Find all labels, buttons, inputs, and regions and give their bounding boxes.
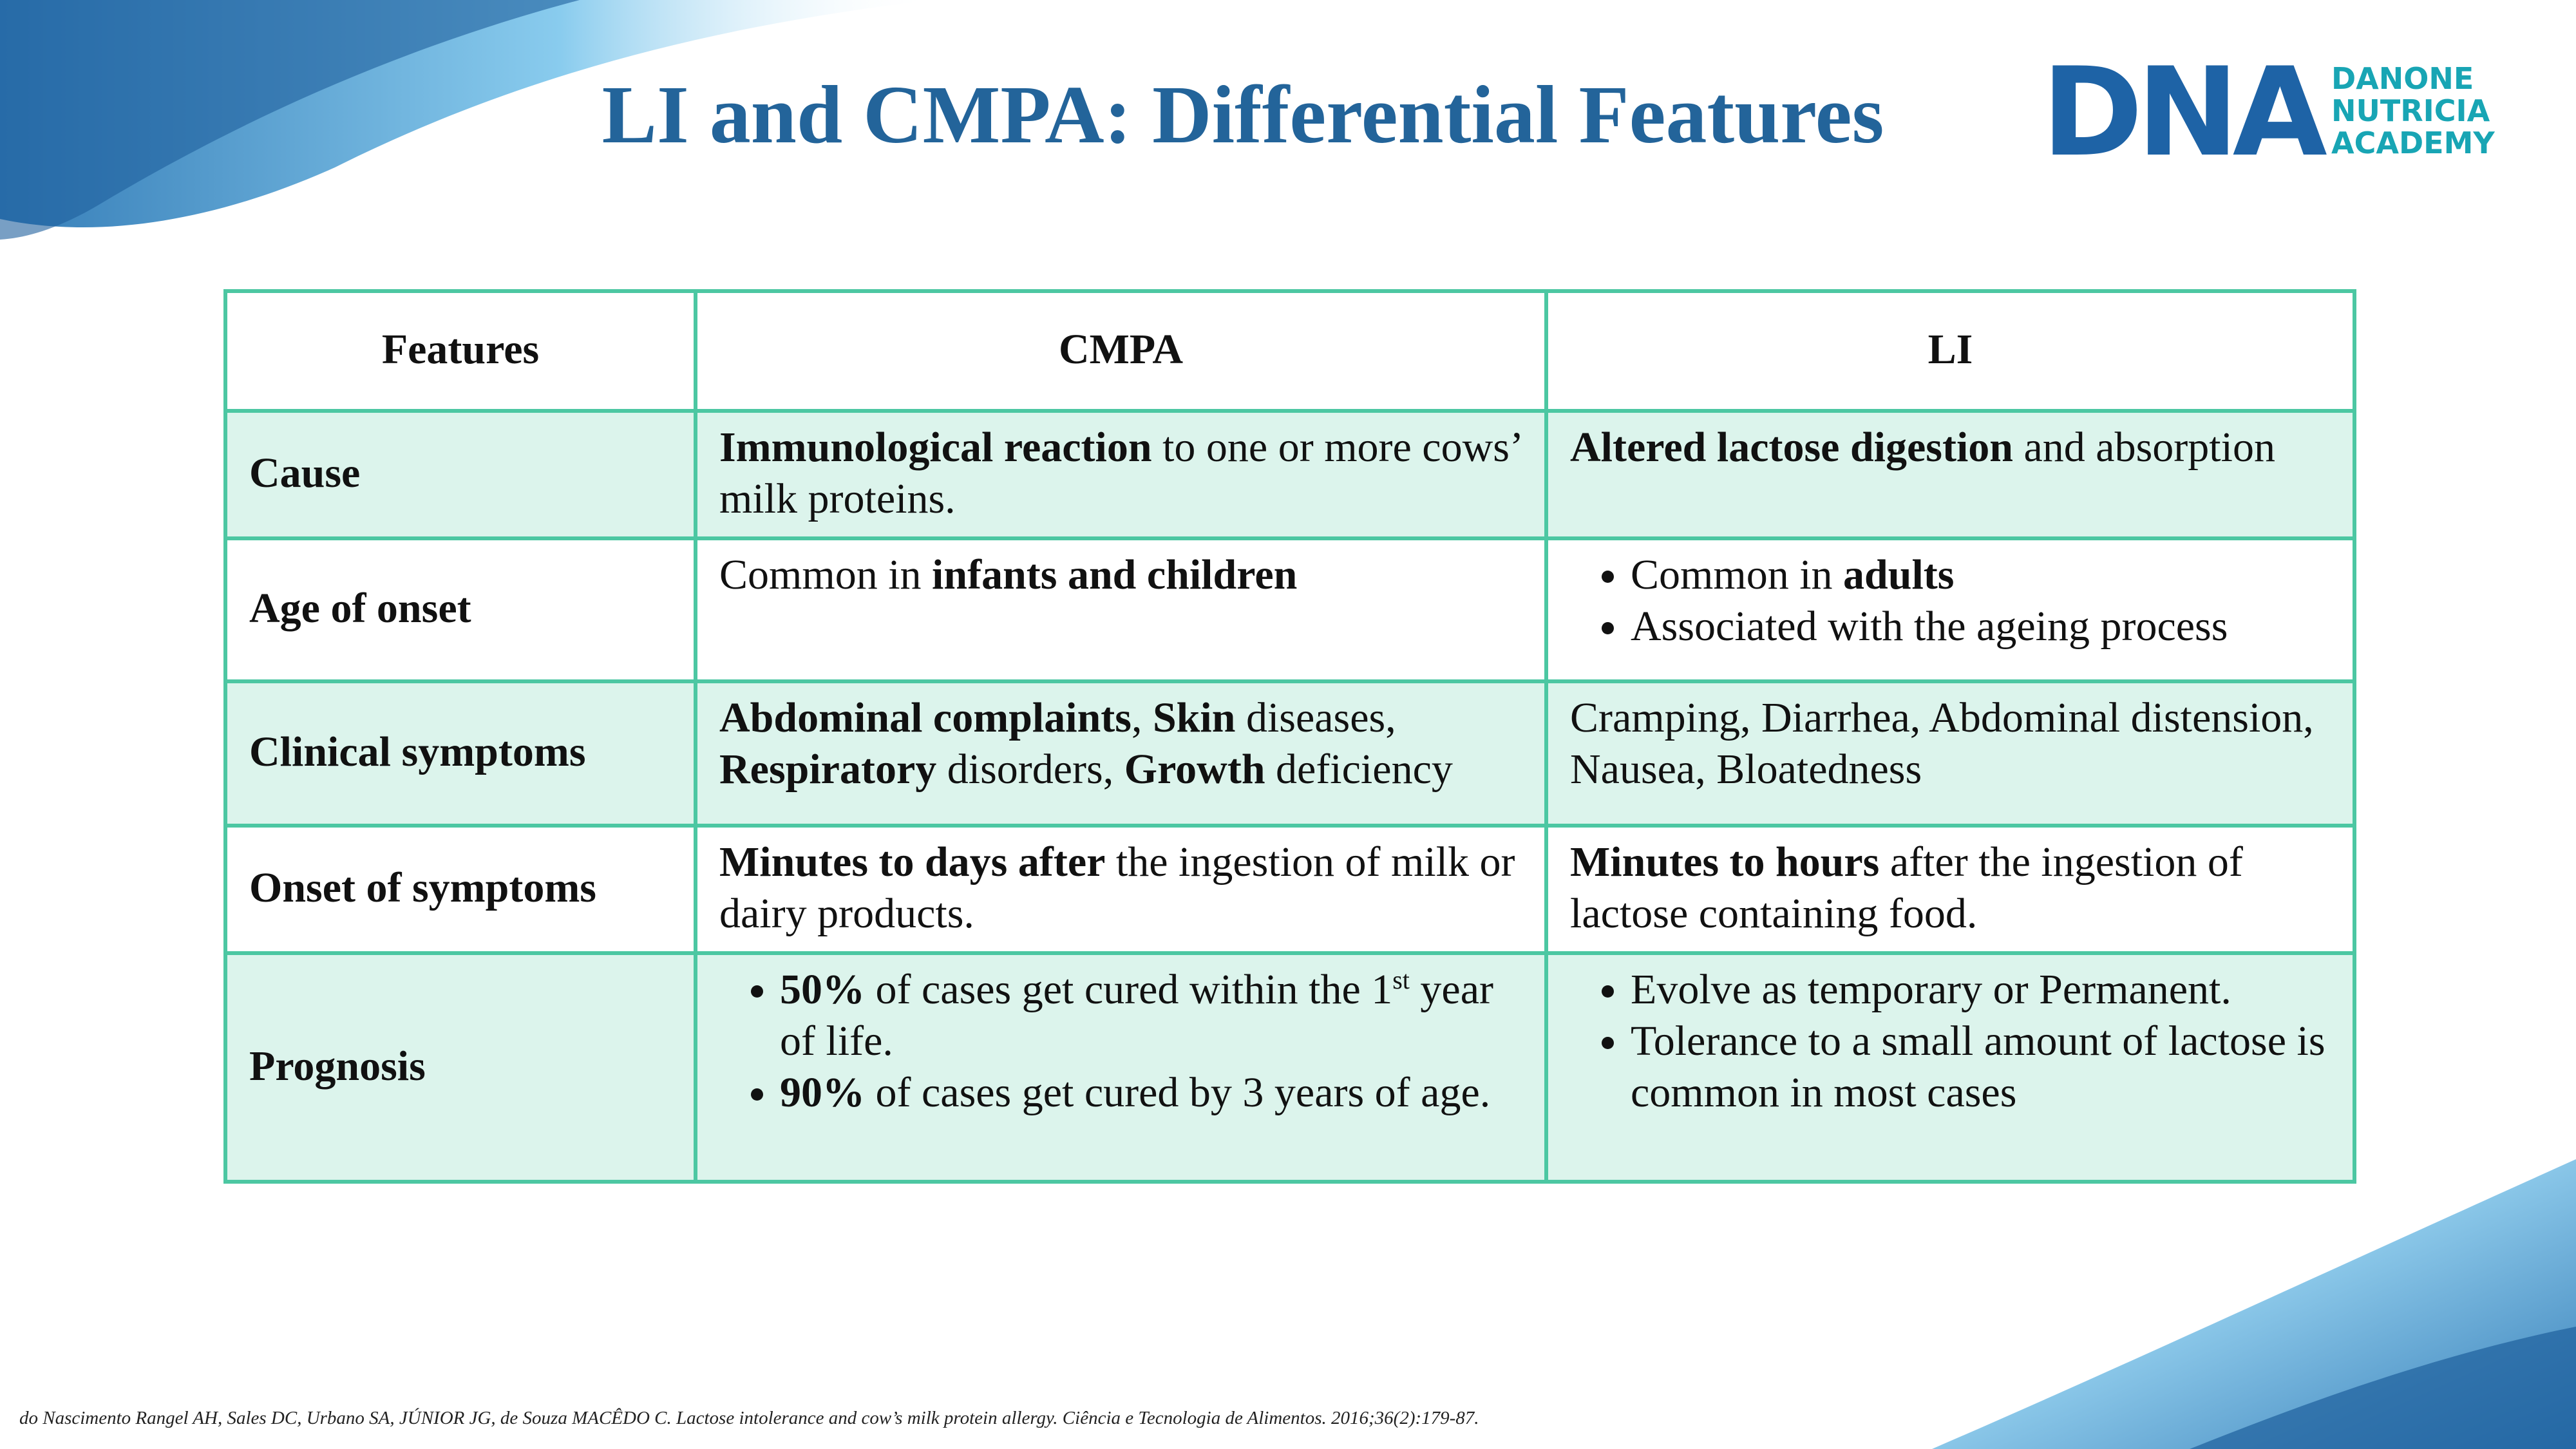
table-row: Prognosis 50% of cases get cured within t… xyxy=(223,951,2356,1184)
text-run: the ingestion of milk or dairy products. xyxy=(719,838,1515,937)
text-run: of cases get cured within the 1 xyxy=(865,966,1393,1013)
logo-line: NUTRICIA xyxy=(2331,93,2490,128)
table-row: Clinical symptoms Abdominal complaints, S… xyxy=(223,679,2356,828)
column-header: LI xyxy=(1544,289,2356,413)
text-run: Common in xyxy=(719,551,933,598)
text-run: Minutes to days after xyxy=(719,838,1106,886)
feature-cell: Prognosis xyxy=(223,951,697,1184)
text-run: Immunological reaction xyxy=(719,424,1152,471)
paragraph: Immunological reaction to one or more co… xyxy=(719,422,1522,525)
text-run: Tolerance to a small amount of lactose i… xyxy=(1631,1018,2325,1116)
bullet-item: 50% of cases get cured within the 1st ye… xyxy=(780,964,1522,1067)
feature-cell: Clinical symptoms xyxy=(223,679,697,828)
bullet-list: Common in adultsAssociated with the agei… xyxy=(1570,549,2331,652)
feature-cell: Cause xyxy=(223,409,697,540)
text-run: Evolve as temporary or Permanent. xyxy=(1631,966,2231,1013)
text-run: Minutes to hours xyxy=(1570,838,1880,886)
text-run: Cramping, Diarrhea, Abdominal distension… xyxy=(1570,694,2314,793)
logo: DNA DANONE NUTRICIA ACADEMY xyxy=(2041,58,2495,167)
table-cell: 50% of cases get cured within the 1st ye… xyxy=(694,951,1548,1184)
text-run: , xyxy=(1131,694,1153,741)
feature-cell: Age of onset xyxy=(223,536,697,683)
text-run: 50% xyxy=(780,966,865,1013)
table-cell: Immunological reaction to one or more co… xyxy=(694,409,1548,540)
text-run: st xyxy=(1392,965,1410,994)
feature-cell: Onset of symptoms xyxy=(223,824,697,955)
text-run: deficiency xyxy=(1265,746,1453,793)
table-cell: Minutes to hours after the ingestion of … xyxy=(1544,824,2356,955)
text-run: 90% xyxy=(780,1069,865,1116)
paragraph: Minutes to hours after the ingestion of … xyxy=(1570,837,2331,940)
text-run: of cases get cured by 3 years of age. xyxy=(865,1069,1491,1116)
table-cell: Cramping, Diarrhea, Abdominal distension… xyxy=(1544,679,2356,828)
table-cell: Common in infants and children xyxy=(694,536,1548,683)
text-run: Altered lactose digestion xyxy=(1570,424,2014,471)
table-cell: Altered lactose digestion and absorption xyxy=(1544,409,2356,540)
bullet-list: 50% of cases get cured within the 1st ye… xyxy=(719,964,1522,1119)
bullet-item: Associated with the ageing process xyxy=(1631,601,2331,652)
bullet-item: Common in adults xyxy=(1631,549,2331,601)
text-run: Respiratory xyxy=(719,746,937,793)
text-run: Skin xyxy=(1152,694,1236,741)
text-run: disorders, xyxy=(936,746,1124,793)
citation: do Nascimento Rangel AH, Sales DC, Urban… xyxy=(19,1408,1479,1428)
text-run: Growth xyxy=(1124,746,1265,793)
table-cell: Minutes to days after the ingestion of m… xyxy=(694,824,1548,955)
logo-line: DANONE xyxy=(2331,61,2474,96)
table-cell: Evolve as temporary or Permanent. Toleran… xyxy=(1544,951,2356,1184)
bullet-item: 90% of cases get cured by 3 years of age… xyxy=(780,1067,1522,1119)
column-header: Features xyxy=(223,289,697,413)
text-run: after the ingestion of lactose containin… xyxy=(1570,838,2243,937)
logo-mark: DNA xyxy=(2041,58,2327,167)
table-cell: Common in adultsAssociated with the agei… xyxy=(1544,536,2356,683)
logo-line: ACADEMY xyxy=(2331,126,2495,160)
paragraph: Cramping, Diarrhea, Abdominal distension… xyxy=(1570,692,2331,795)
text-run: Associated with the ageing process xyxy=(1631,603,2228,650)
header-row: Features CMPA LI xyxy=(223,289,2356,413)
table-cell: Abdominal complaints, Skin diseases, Res… xyxy=(694,679,1548,828)
table-row: Cause Immunological reaction to one or mo… xyxy=(223,409,2356,540)
text-run: year of life. xyxy=(780,966,1493,1065)
bullet-item: Tolerance to a small amount of lactose i… xyxy=(1631,1016,2331,1119)
table-row: Age of onset Common in infants and childr… xyxy=(223,536,2356,683)
text-run: diseases, xyxy=(1235,694,1396,741)
bullet-list: Evolve as temporary or Permanent. Toleran… xyxy=(1570,964,2331,1119)
text-run: infants and children xyxy=(932,551,1298,598)
paragraph: Minutes to days after the ingestion of m… xyxy=(719,837,1522,940)
paragraph: Common in infants and children xyxy=(719,549,1522,601)
text-run: adults xyxy=(1843,551,1955,598)
table-row: Onset of symptoms Minutes to days after t… xyxy=(223,824,2356,955)
paragraph: Abdominal complaints, Skin diseases, Res… xyxy=(719,692,1522,795)
column-header: CMPA xyxy=(694,289,1548,413)
text-run: and absorption xyxy=(2013,424,2275,471)
slide-title: LI and CMPA: Differential Features xyxy=(601,69,1884,160)
text-run: Abdominal complaints xyxy=(719,694,1132,741)
bullet-item: Evolve as temporary or Permanent. xyxy=(1631,964,2331,1016)
text-run: to one or more cows’ milk proteins. xyxy=(719,424,1521,522)
paragraph: Altered lactose digestion and absorption xyxy=(1570,422,2331,473)
comparison-table: Features CMPA LI Cause Immunological reacti… xyxy=(223,289,2356,1184)
text-run: Common in xyxy=(1631,551,1844,598)
